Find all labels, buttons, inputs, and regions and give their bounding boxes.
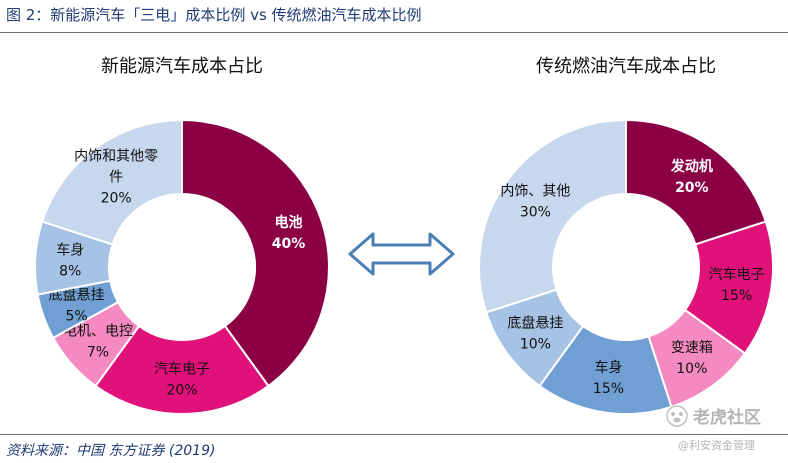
- slice-value-label: 10%: [520, 336, 551, 352]
- slice-name-label: 发动机: [670, 158, 713, 175]
- tiger-paw-icon: [666, 405, 688, 427]
- watermark-name: 老虎社区: [692, 407, 761, 428]
- slice-name-label: 变速箱: [671, 340, 713, 356]
- slice-label: 发动机 20%: [670, 158, 713, 196]
- slice-value-label: 20%: [675, 180, 709, 196]
- donut-slice: [625, 118, 768, 246]
- slice-label: 内饰和其他零件 20%: [74, 148, 158, 206]
- slice-label: 电机、电控 7%: [63, 324, 133, 361]
- slice-name-label: 电机、电控: [63, 324, 133, 340]
- slice-name-label: 件: [109, 169, 123, 185]
- slice-value-label: 20%: [166, 383, 197, 399]
- watermark-sub: @利安资金管理: [678, 438, 755, 452]
- chart-title: 传统燃油汽车成本占比: [536, 56, 716, 77]
- slice-value-label: 5%: [66, 308, 88, 324]
- slice-name-label: 汽车电子: [154, 361, 210, 378]
- slice-label: 车身 15%: [593, 359, 624, 397]
- slice-name-label: 车身: [56, 241, 84, 258]
- slice-value-label: 8%: [59, 263, 81, 279]
- slice-value-label: 10%: [676, 361, 707, 377]
- bottom-rule: [0, 434, 788, 435]
- top-rule: [0, 32, 788, 33]
- chart-title: 新能源汽车成本占比: [101, 56, 263, 77]
- figure-title: 图 2：新能源汽车「三电」成本比例 vs 传统燃油汽车成本比例: [6, 6, 422, 24]
- slice-value-label: 15%: [593, 381, 624, 397]
- slice-label: 车身 8%: [56, 241, 84, 279]
- slice-label: 内饰、其他 30%: [500, 184, 570, 221]
- slice-name-label: 车身: [594, 359, 622, 376]
- slice-name-label: 汽车电子: [709, 266, 765, 283]
- donut-slice: [181, 118, 330, 388]
- slice-value-label: 7%: [87, 345, 109, 361]
- slice-name-label: 内饰、其他: [500, 184, 570, 200]
- slice-name-label: 电池: [275, 214, 303, 231]
- slice-label: 汽车电子 15%: [709, 266, 765, 304]
- double-arrow-icon: [348, 232, 455, 276]
- slice-value-label: 15%: [721, 288, 752, 304]
- slice-label: 变速箱 10%: [671, 340, 713, 377]
- donut-slice: [478, 118, 627, 314]
- slice-name-label: 内饰和其他零: [74, 148, 158, 164]
- slice-label: 电池 40%: [272, 214, 306, 252]
- source-note: 资料来源：中国 东方证券 (2019): [6, 443, 216, 459]
- donut-slice: [94, 324, 270, 415]
- slice-name-label: 底盘悬挂: [507, 314, 563, 331]
- slice-value-label: 40%: [272, 236, 306, 252]
- slice-label: 底盘悬挂 10%: [507, 314, 563, 352]
- slice-value-label: 20%: [101, 190, 132, 206]
- watermark: 老虎社区 @利安资金管理: [666, 405, 761, 452]
- slice-label: 汽车电子 20%: [154, 361, 210, 399]
- donut-slice: [40, 118, 183, 246]
- slice-value-label: 30%: [520, 205, 551, 221]
